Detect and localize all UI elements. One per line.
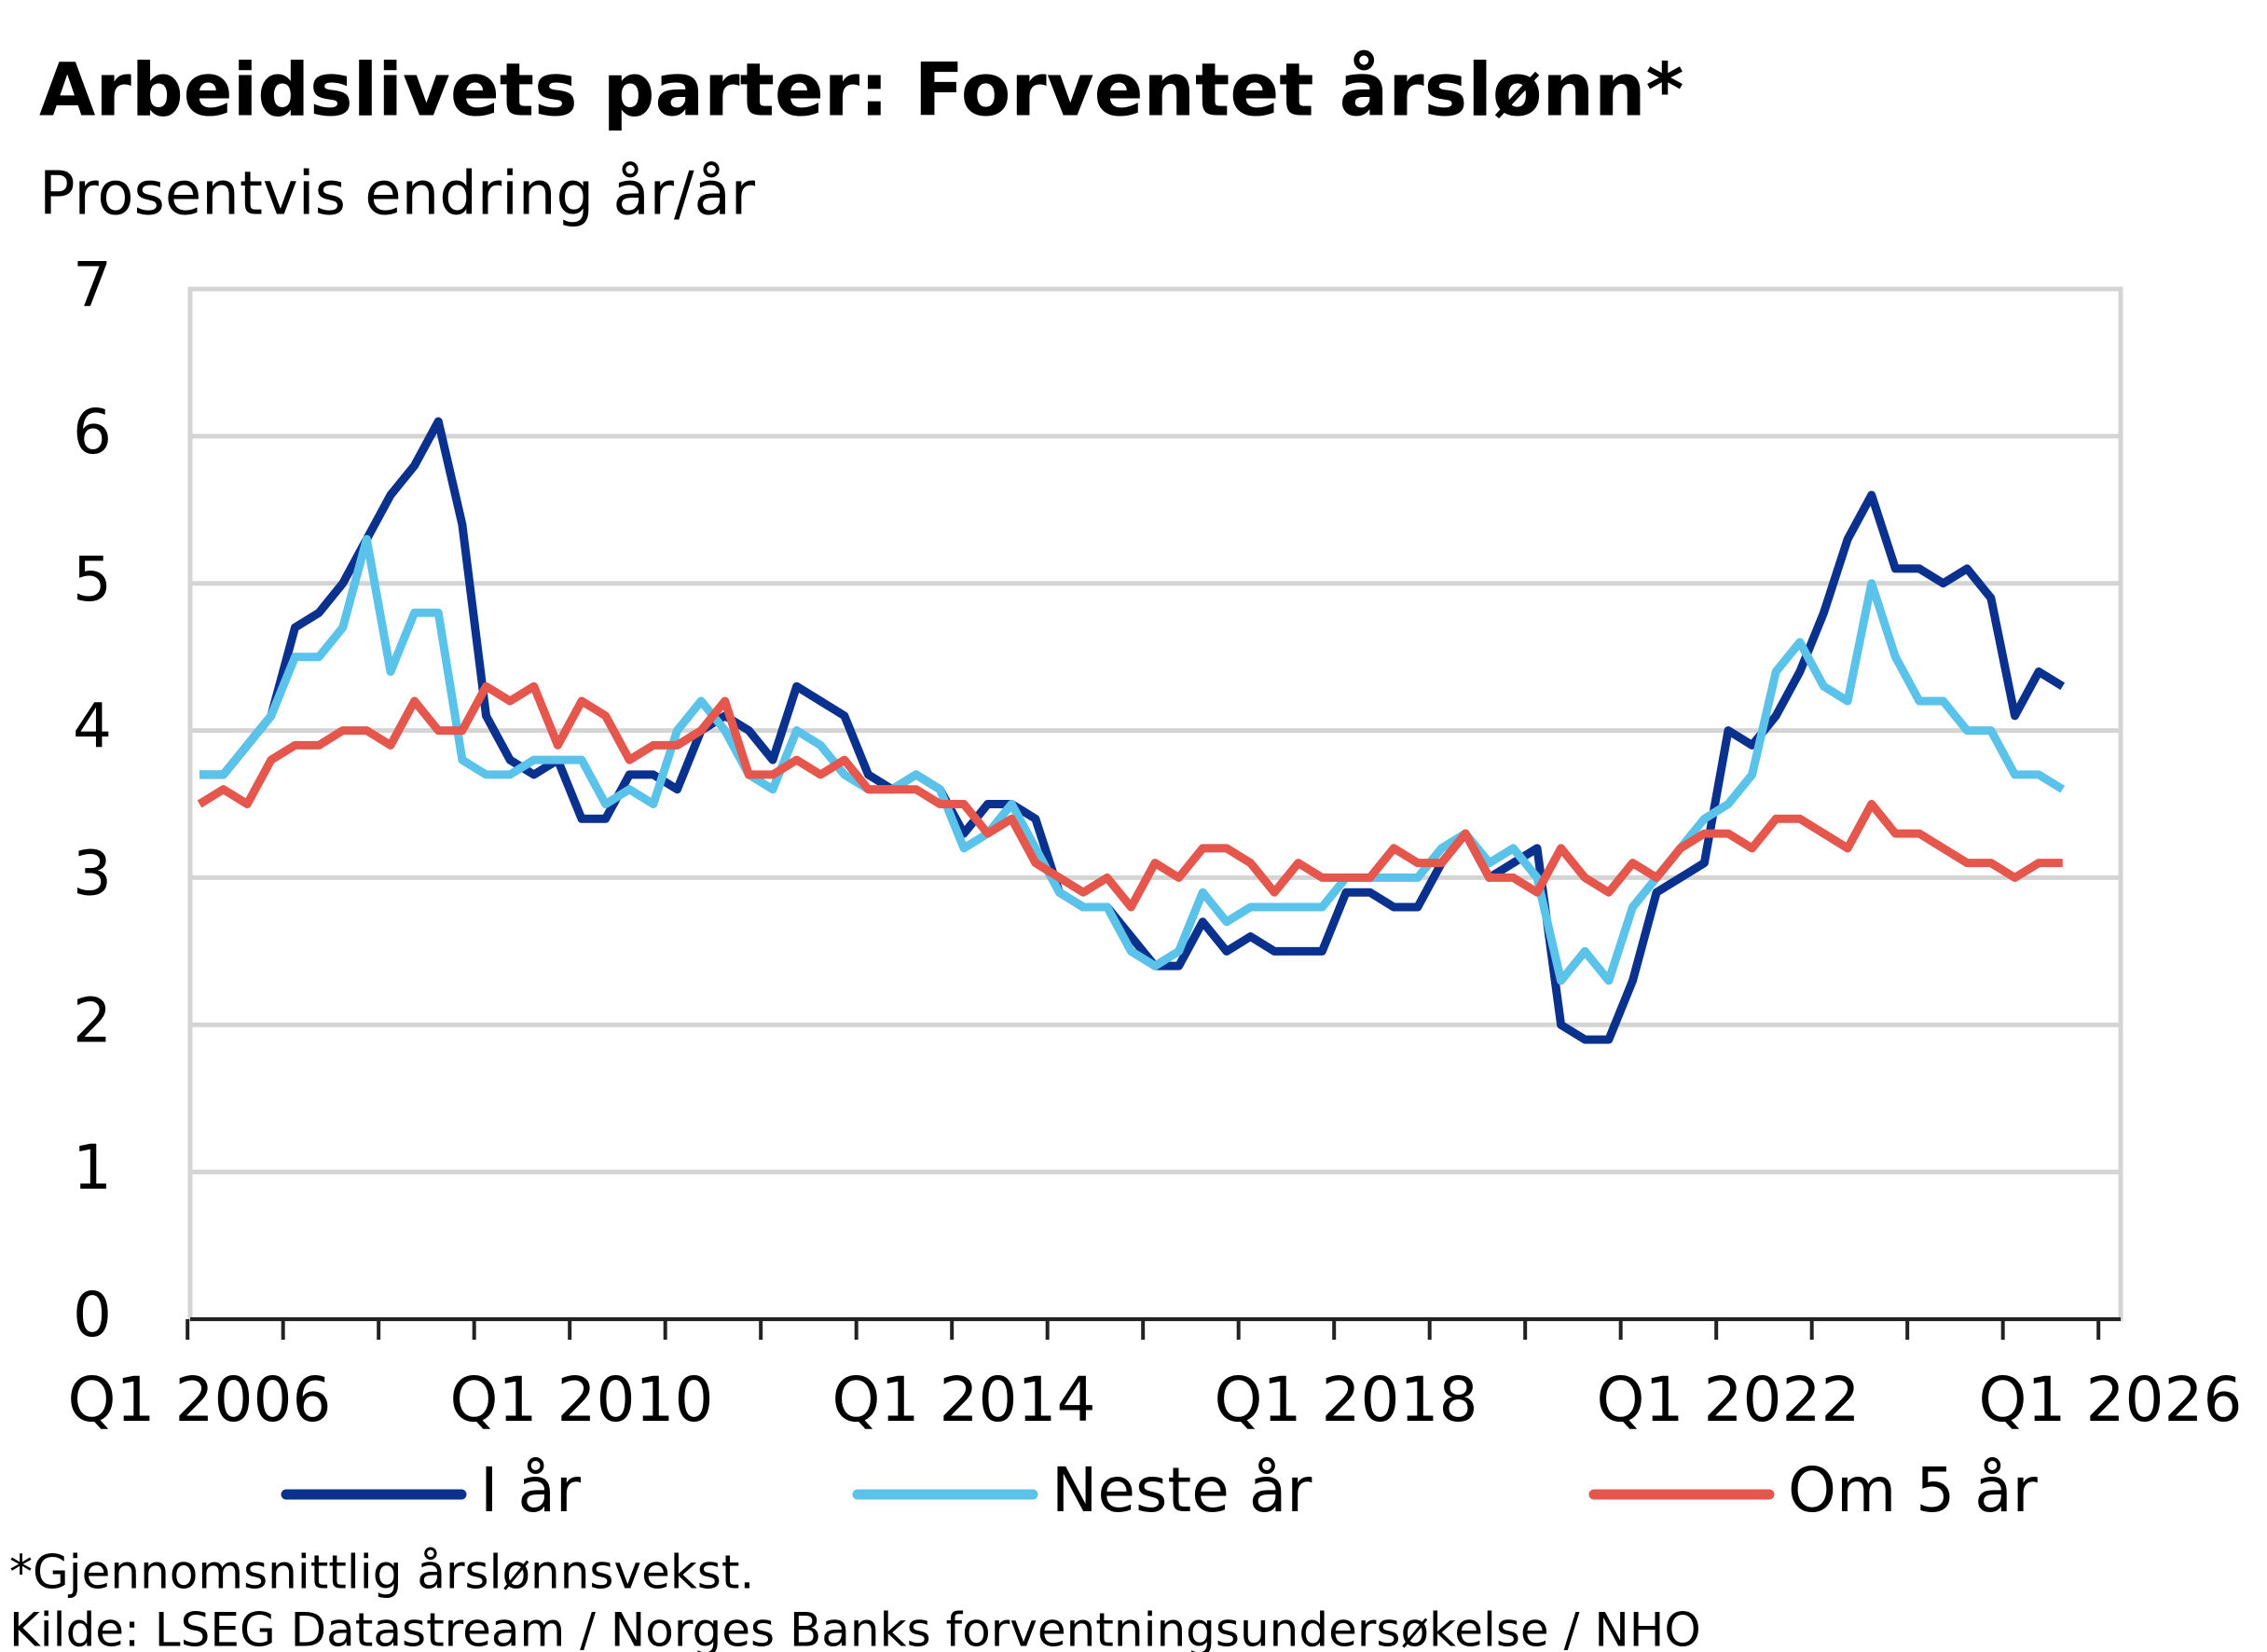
- source-note: Kilde: LSEG Datastream / Norges Banks fo…: [9, 1604, 1701, 1652]
- x-tick-label: Q1 2014: [832, 1364, 1096, 1436]
- y-tick-label: 4: [73, 691, 112, 763]
- y-tick-label: 3: [73, 837, 112, 909]
- footnote: *Gjennomsnittlig årslønnsvekst.: [9, 1546, 754, 1600]
- series-line: [197, 681, 2063, 912]
- x-tick-label: Q1 2018: [1215, 1364, 1478, 1436]
- chart-title: Arbeidslivets parter: Forventet årslønn*: [39, 48, 1683, 132]
- plot-frame: [187, 286, 2123, 1322]
- chart-subtitle: Prosentvis endring år/år: [39, 160, 756, 229]
- x-tick-label: Q1 2010: [450, 1364, 714, 1436]
- x-tick-label: Q1 2026: [1979, 1364, 2243, 1436]
- y-tick-label: 0: [73, 1279, 112, 1351]
- series-line: [199, 534, 2066, 985]
- x-tick-label: Q1 2022: [1597, 1364, 1861, 1436]
- legend-label: I år: [480, 1454, 582, 1526]
- legend-label: Neste år: [1051, 1454, 1312, 1526]
- legend-label: Om 5 år: [1788, 1454, 2039, 1526]
- series-line: [199, 417, 2066, 1044]
- y-tick-label: 2: [73, 984, 112, 1056]
- y-tick-label: 1: [73, 1132, 112, 1204]
- x-tick-label: Q1 2006: [68, 1364, 332, 1436]
- y-tick-label: 5: [73, 544, 112, 615]
- y-tick-label: 6: [73, 396, 112, 468]
- y-tick-label: 7: [73, 249, 112, 321]
